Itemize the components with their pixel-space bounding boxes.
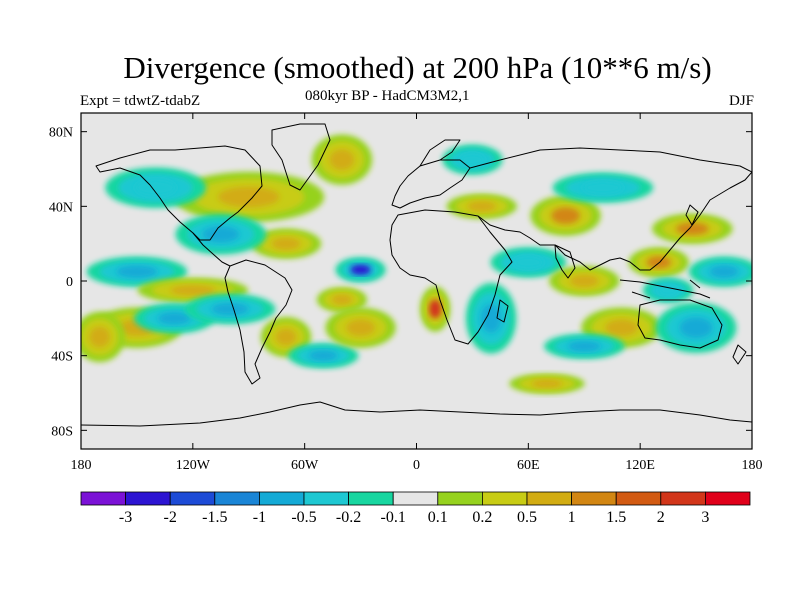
colorbar-label: 2: [657, 509, 665, 526]
coastline-maritime-continent: [619, 279, 711, 299]
coastline-australia: [637, 299, 723, 349]
colorbar-swatch: [481, 491, 528, 506]
y-tick-label: 40N: [49, 200, 73, 215]
divergence-feature-core: [271, 237, 301, 250]
x-tick-label: 180: [71, 458, 92, 473]
coastline-madagascar: [496, 299, 509, 323]
colorbar-swatch: [392, 491, 439, 506]
colorbar-swatch: [660, 491, 706, 506]
divergence-feature-core: [567, 341, 601, 352]
coastline-japan: [685, 204, 699, 226]
experiment-label: Expt = tdwtZ-tdabZ: [80, 93, 201, 109]
x-tick-label: 120W: [176, 458, 211, 473]
divergence-feature-core: [428, 299, 442, 319]
divergence-feature-core: [308, 350, 338, 361]
y-tick-label: 0: [66, 275, 73, 290]
colorbar-swatch: [258, 491, 305, 506]
x-tick-label: 0: [413, 458, 420, 473]
coastline-antarctica: [81, 401, 752, 427]
colorbar-label: 1: [568, 509, 576, 526]
plot-title: Divergence (smoothed) at 200 hPa (10**6 …: [123, 50, 712, 85]
divergence-feature-core: [605, 319, 638, 336]
divergence-feature-core: [657, 285, 679, 296]
colorbar-label: -0.1: [381, 509, 406, 526]
divergence-feature-core: [116, 265, 158, 278]
coastline-africa: [389, 209, 513, 345]
y-tick-label: 80S: [51, 424, 73, 439]
colorbar-swatch: [615, 491, 662, 506]
coastline-asia: [469, 147, 752, 271]
x-tick-label: 60E: [517, 458, 540, 473]
divergence-feature-core: [135, 179, 177, 196]
coastline-scandinavia: [419, 139, 461, 167]
colorbar-label: 1.5: [606, 509, 626, 526]
divergence-field: [81, 134, 752, 394]
x-axis: 180 120W 60W 0 60E 120E 180: [71, 113, 763, 473]
divergence-feature-core: [551, 207, 580, 224]
divergence-feature-core: [467, 201, 497, 212]
divergence-feature-core: [480, 303, 502, 333]
coastline-central-america: [192, 232, 231, 267]
divergence-feature-core: [170, 285, 216, 296]
divergence-feature-core: [679, 317, 713, 338]
divergence-feature-core: [346, 319, 375, 336]
plot-subtitle: 080kyr BP - HadCM3M2,1: [305, 88, 470, 104]
divergence-feature-core: [89, 326, 110, 348]
y-axis: 80N 40N 0 40S 80S: [49, 126, 752, 439]
colorbar-swatch: [125, 491, 171, 506]
divergence-feature-core: [531, 379, 563, 388]
colorbar-swatch: [169, 491, 216, 506]
colorbar-label: -0.5: [291, 509, 316, 526]
colorbar-label: -1: [253, 509, 266, 526]
colorbar-swatch: [526, 491, 572, 506]
coastline-north-america: [95, 145, 263, 241]
divergence-feature-core: [217, 186, 280, 208]
colorbar-swatch: [571, 491, 617, 506]
colorbar-swatch: [348, 491, 394, 506]
colorbar-label: -1.5: [202, 509, 227, 526]
x-tick-label: 180: [742, 458, 763, 473]
divergence-feature-core: [512, 256, 544, 269]
coastline-india: [554, 244, 576, 279]
colorbar-label: 3: [701, 509, 709, 526]
divergence-feature-core: [211, 302, 249, 316]
y-tick-label: 40S: [51, 350, 73, 365]
colorbar-swatch: [437, 491, 483, 506]
divergence-feature-core: [331, 294, 353, 305]
colorbar-label: -3: [119, 509, 132, 526]
colorbar-label: -2: [164, 509, 177, 526]
colorbar-label: 0.1: [428, 509, 448, 526]
colorbar-label: 0.2: [472, 509, 492, 526]
season-label: DJF: [728, 93, 754, 109]
x-tick-label: 60W: [291, 458, 319, 473]
colorbar-swatch: [303, 491, 349, 506]
colorbar-swatch: [80, 491, 126, 506]
coastline-new-zealand: [732, 344, 747, 365]
divergence-feature-core: [460, 153, 485, 166]
colorbar-swatch: [705, 491, 751, 506]
divergence-feature-core: [675, 222, 709, 235]
coastline-greenland: [271, 123, 331, 191]
colorbar-swatch: [214, 491, 260, 506]
coastlines: [81, 123, 752, 427]
coastline-south-america: [224, 259, 293, 385]
y-tick-label: 80N: [49, 126, 73, 141]
divergence-feature-core: [582, 181, 624, 194]
colorbar-label: 0.5: [517, 509, 537, 526]
divergence-feature-core: [157, 312, 191, 325]
divergence-feature-core: [350, 264, 371, 275]
divergence-feature-core: [709, 265, 739, 278]
divergence-feature-core: [275, 328, 297, 346]
x-tick-label: 120E: [625, 458, 655, 473]
divergence-feature-core: [329, 149, 355, 170]
colorbar-label: -0.2: [336, 509, 361, 526]
divergence-feature-core: [569, 274, 599, 288]
colorbar: -3 -2 -1.5 -1 -0.5 -0.2 -0.1 0.1 0.2 0.5 1 1.5 2 3: [80, 491, 751, 526]
